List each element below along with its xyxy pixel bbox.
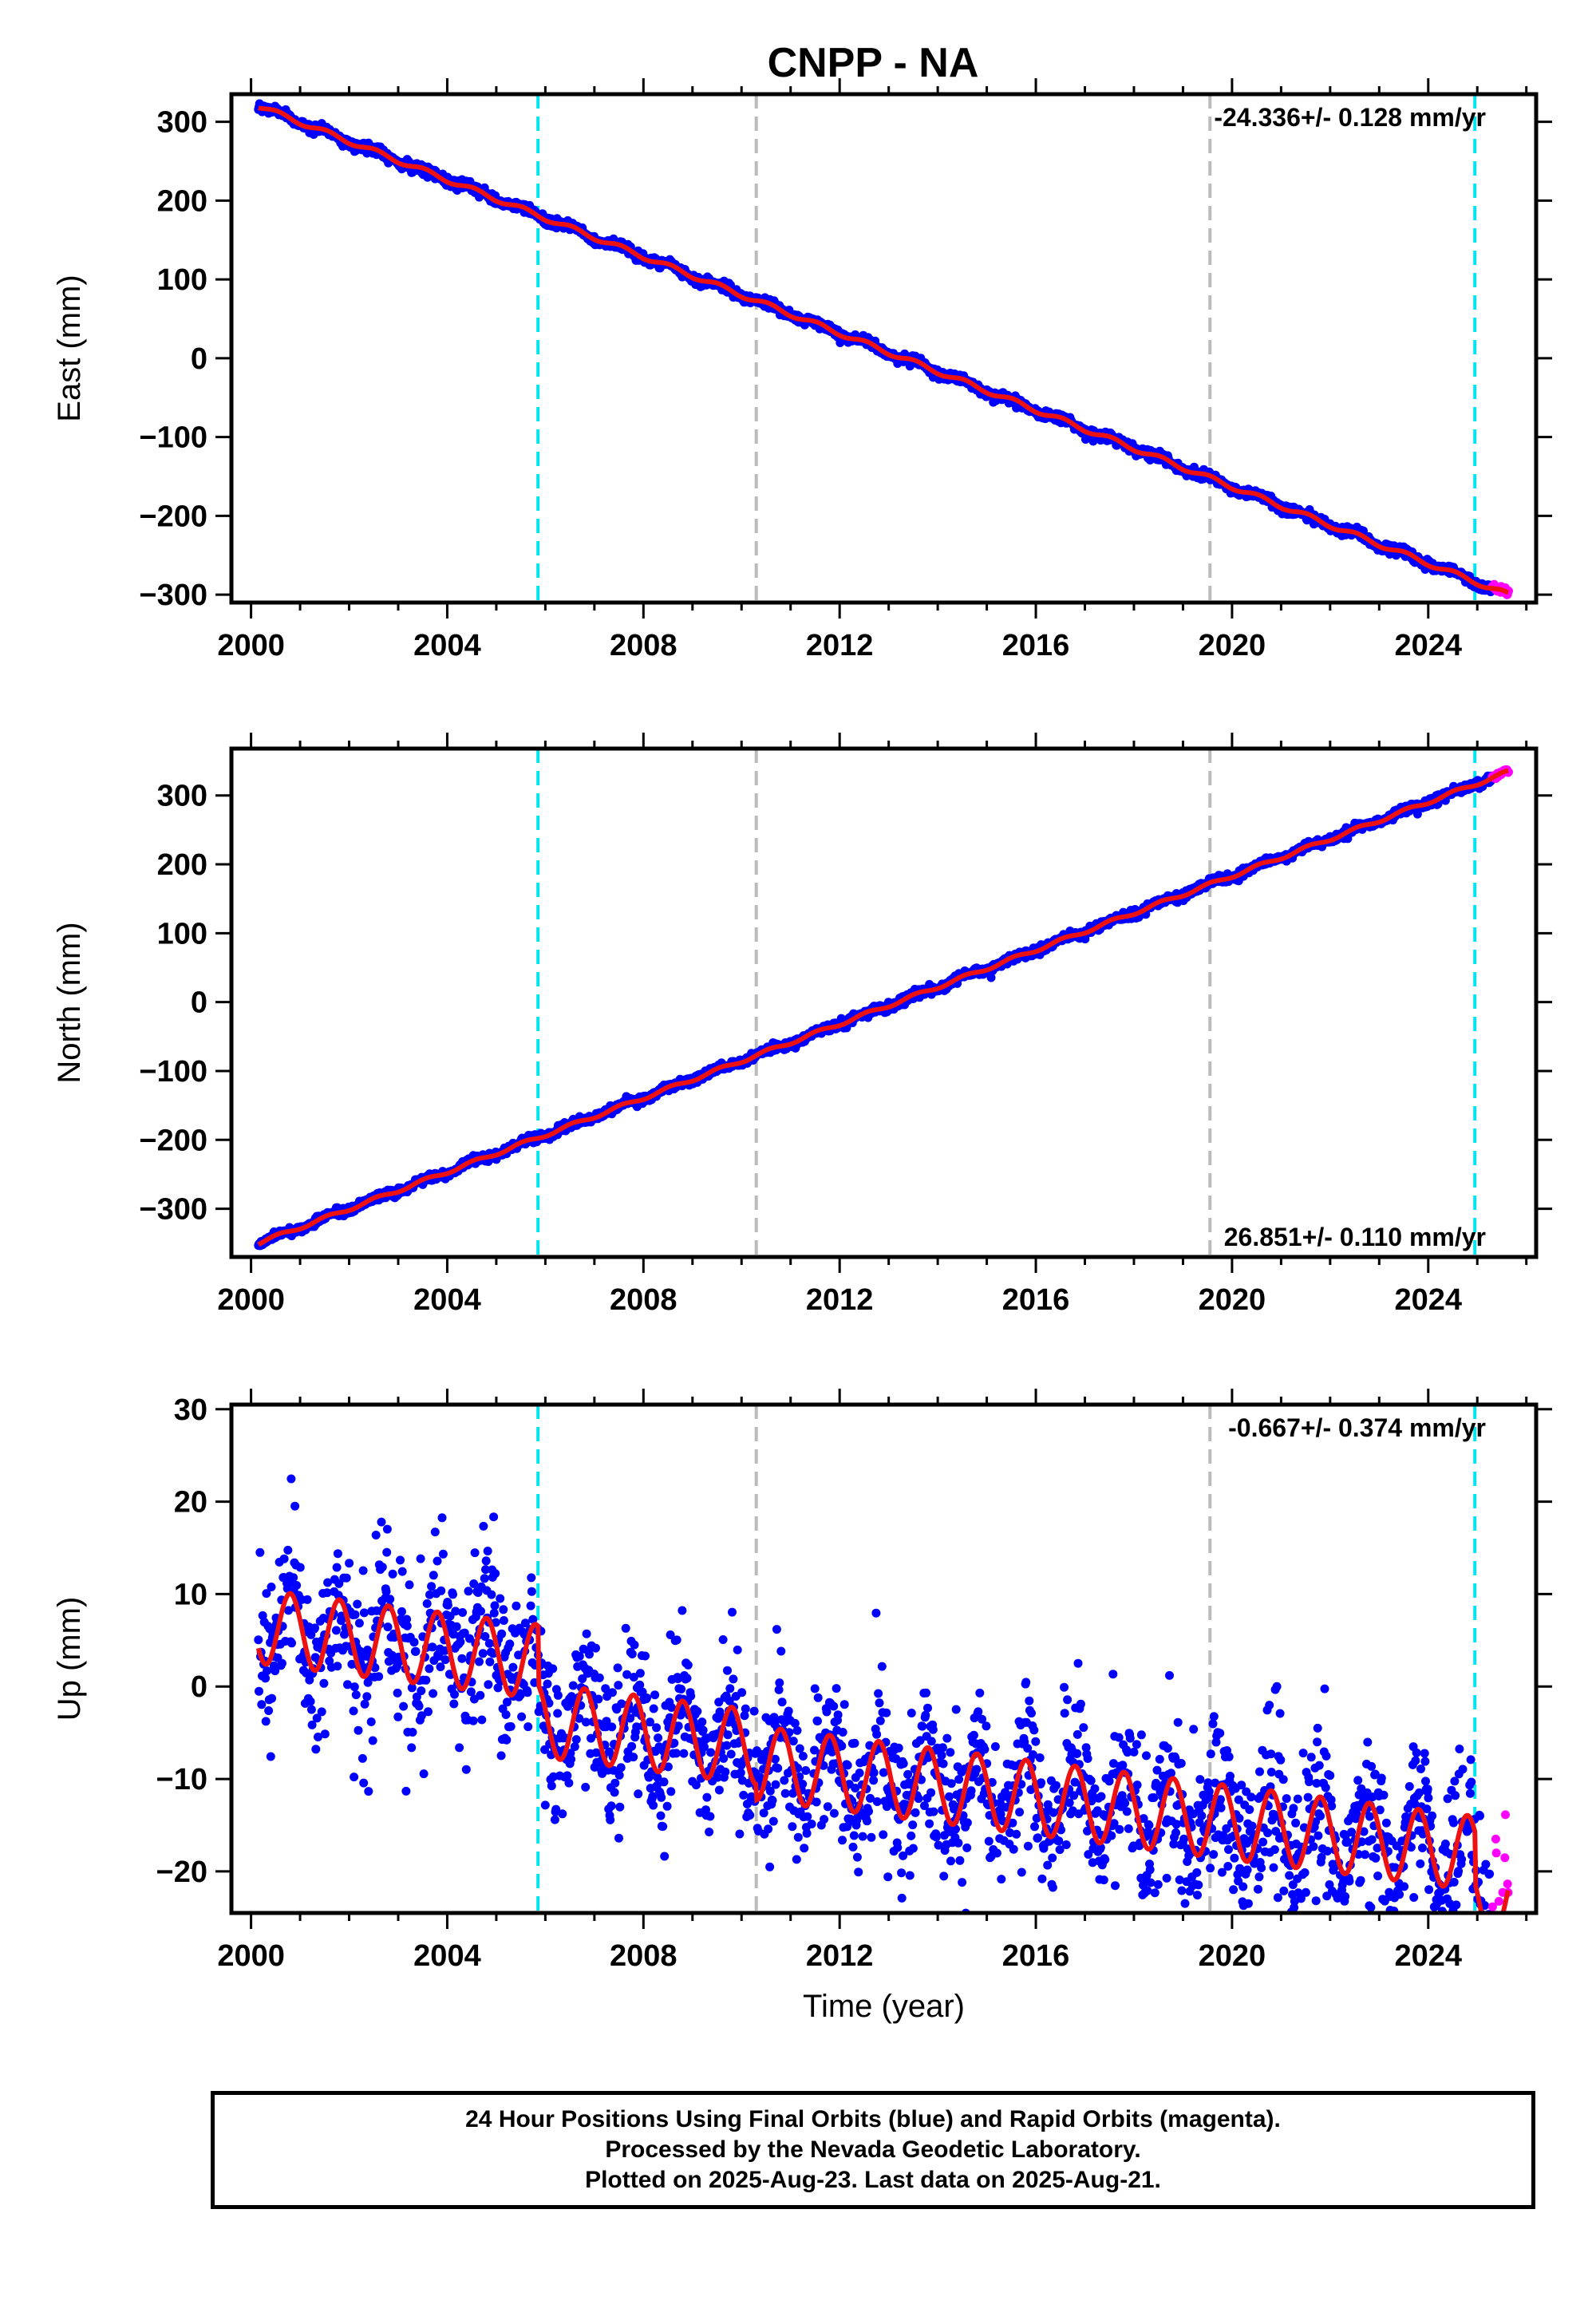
y-tick-label: −300: [139, 1193, 207, 1227]
final-orbit-point: [331, 1626, 341, 1635]
x-tick-label: 2024: [1395, 1283, 1463, 1317]
final-orbit-point: [311, 1745, 321, 1754]
final-orbit-point: [287, 1638, 296, 1648]
final-orbit-point: [319, 1678, 329, 1688]
x-tick-label: 2004: [413, 629, 481, 662]
north-panel: 2000 2004 2008 2012 2016 2020 2024 300 200 100 0 −1…: [52, 733, 1552, 1317]
final-orbit-point: [255, 1547, 265, 1557]
x-tick-label: 2000: [217, 629, 285, 662]
x-tick-label: 2024: [1395, 629, 1463, 662]
model-fit-line: [258, 105, 1510, 595]
final-orbit-point: [333, 1662, 342, 1671]
up-panel: 2000 2004 2008 2012 2016 2020 20243020100−10−2…: [52, 1389, 1552, 2024]
east-panel: 2000 2004 2008 2012 2016 2020 2024 300 200 100 0 −1…: [52, 78, 1552, 662]
y-tick-label: 200: [157, 848, 207, 882]
final-orbit-point: [283, 1545, 293, 1555]
y-tick-label: −200: [139, 1124, 207, 1157]
x-tick-label: 2012: [806, 629, 874, 662]
x-tick-label: 2008: [610, 629, 678, 662]
final-orbit-point: [255, 1686, 263, 1696]
final-orbit-point: [261, 1717, 271, 1726]
y-tick-label: 0: [191, 986, 207, 1020]
final-orbit-point: [267, 1583, 276, 1591]
final-orbit-point: [277, 1658, 286, 1668]
final-orbit-point: [264, 1706, 274, 1715]
final-orbit-point: [267, 1694, 277, 1703]
y-tick-label: 100: [157, 263, 207, 297]
final-orbit-point: [254, 1635, 263, 1645]
final-orbit-point: [333, 1549, 342, 1559]
rate-annotation: -24.336+/- 0.128 mm/yr: [1214, 103, 1486, 132]
y-tick-label: 300: [157, 106, 207, 140]
final-orbit-point: [295, 1563, 305, 1572]
x-tick-label: 2016: [1002, 1283, 1070, 1317]
y-tick-label: 200: [157, 184, 207, 218]
final-orbit-point: [306, 1697, 315, 1706]
y-axis-label: East (mm): [52, 275, 87, 421]
final-orbit-point: [266, 1752, 275, 1761]
final-orbit-point: [342, 1573, 351, 1583]
final-orbit-point: [332, 1563, 342, 1572]
y-tick-label: 300: [157, 780, 207, 813]
y-axis-label: North (mm): [52, 922, 87, 1083]
final-orbit-point: [289, 1573, 298, 1583]
y-tick-label: −100: [139, 1055, 207, 1089]
data-points: [254, 1474, 1513, 1913]
final-orbit-point: [290, 1501, 300, 1511]
final-orbit-point: [286, 1474, 296, 1484]
x-tick-label: 2020: [1199, 629, 1266, 662]
y-tick-label: −100: [139, 421, 207, 455]
final-orbit-point: [261, 1674, 271, 1683]
x-tick-label: 2012: [806, 1283, 874, 1317]
final-orbit-point: [345, 1559, 354, 1568]
final-orbit-point: [292, 1581, 302, 1590]
final-orbit-point: [279, 1554, 289, 1563]
rate-annotation: 26.851+/- 0.110 mm/yr: [1224, 1223, 1486, 1251]
y-tick-label: 0: [191, 342, 207, 376]
y-tick-label: −200: [139, 500, 207, 533]
final-orbit-point: [306, 1705, 316, 1714]
chart-title: CNPP - NA: [768, 40, 979, 86]
x-tick-label: 2008: [610, 1283, 678, 1317]
x-tick-label: 2004: [413, 1283, 481, 1317]
x-tick-label: 2000: [217, 1283, 285, 1317]
y-tick-label: 100: [157, 917, 207, 951]
plot-frame: [229, 92, 1539, 605]
x-tick-label: 2020: [1199, 1283, 1266, 1317]
final-orbit-point: [317, 1707, 326, 1717]
final-orbit-point: [257, 1700, 267, 1709]
model-fit-line: [257, 768, 1509, 1247]
final-orbit-point: [302, 1595, 312, 1604]
x-tick-label: 2016: [1002, 629, 1070, 662]
final-orbit-point: [320, 1729, 330, 1739]
y-tick-label: −300: [139, 579, 207, 612]
